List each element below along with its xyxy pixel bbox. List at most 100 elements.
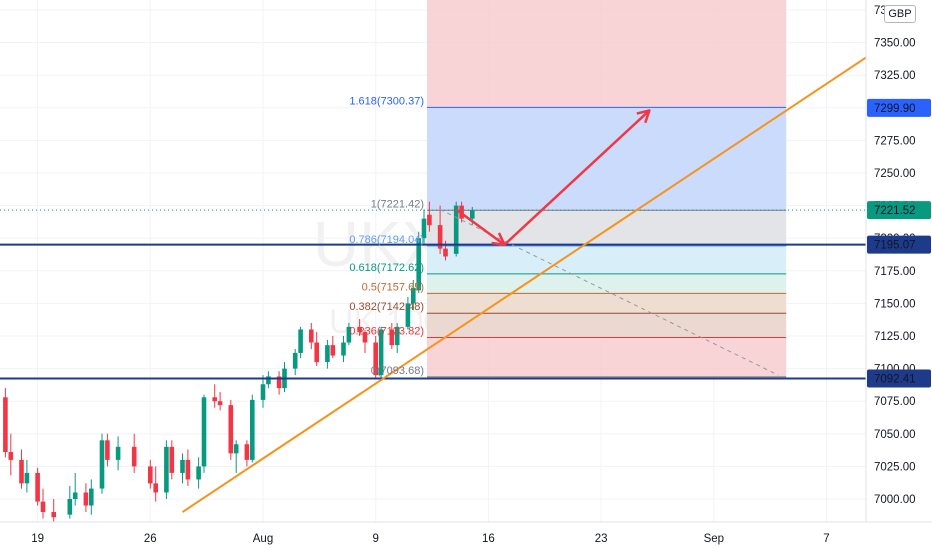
fib-zone [427,0,787,378]
candle [196,457,201,489]
y-tick-label: 7150.00 [874,298,916,310]
fib-label: 0.786(7194.04) [349,234,424,246]
candle-body [115,446,121,460]
candle-body [437,225,443,249]
fib-label: 0(7093.68) [371,365,424,377]
projection-dashed-line [439,209,779,376]
candle-body [362,332,368,343]
candle [8,433,14,476]
candle [292,349,298,376]
zone-1618-band [427,107,787,211]
candle-body [325,345,330,363]
candle [405,296,411,330]
candle-body [292,352,298,369]
y-tick-label: 7025.00 [874,461,916,473]
arrow-shaft [503,109,651,246]
y-tick-label: 7175.00 [874,266,916,278]
candle-body [394,326,400,346]
candle [169,440,175,480]
y-tick-label: 7050.00 [874,429,916,441]
candle-body [3,397,8,453]
candle-body [180,459,185,473]
candle-body [153,483,158,493]
candle-body [83,492,89,506]
candle-body [164,446,169,493]
fib-label: 1.618(7300.37) [349,95,424,107]
candle-body [470,210,475,219]
candle [325,339,330,369]
y-tick-label: 7000.00 [874,494,916,506]
arrow-shaft [455,208,506,246]
candle [389,322,395,350]
y-tick-label: 7325.00 [874,70,916,82]
candle-body [8,452,14,460]
candle [180,453,185,484]
price-labels: 7299.90 7221.52 7195.07 7092.41 [867,98,931,388]
price-label: 7299.90 [867,98,931,117]
price-label-text: 7299.90 [874,103,916,115]
candle-body [276,376,282,389]
candle [357,319,362,336]
trendline [181,50,876,513]
candle [19,449,24,489]
candle [3,388,8,458]
candle [330,336,336,359]
candle [341,336,346,363]
candle-body [314,342,319,363]
arrow [503,109,651,246]
candle [437,205,443,254]
y-tick-label: 7125.00 [874,331,916,343]
candle-body [378,329,384,376]
zone-382-band [427,293,787,314]
price-label-box [867,235,931,254]
price-label-box [867,201,931,220]
candle [260,375,266,408]
candle-body [266,376,271,385]
candle [346,322,352,346]
currency-badge[interactable]: GBP [884,5,916,23]
candle [233,440,239,473]
candle-body [244,444,250,460]
y-tick-label: 7075.00 [874,396,916,408]
candle [282,362,287,393]
x-tick-label: 26 [144,533,157,545]
candle [244,440,250,467]
price-axis-background [866,0,932,550]
candle-body [67,499,73,515]
candle [421,209,427,245]
price-label-text: 7195.07 [874,240,916,252]
candle-body [346,326,352,343]
candle-body [201,397,207,467]
candle [309,322,314,350]
zone-236-band [427,313,787,338]
candle [99,433,105,494]
candle-body [24,472,30,484]
candle [201,394,207,473]
candle [83,483,89,513]
candle-body [212,397,217,402]
candle [394,322,400,353]
time-axis-background [0,522,866,550]
candles [3,201,475,523]
candle-body [105,440,110,460]
y-tick-label: 7250.00 [874,168,916,180]
candle [105,433,110,467]
candle-body [217,401,223,406]
candle [51,499,56,523]
candle [131,433,137,473]
candle-body [298,329,303,353]
y-tick-label: 7350.00 [874,38,916,50]
x-tick-label: 23 [595,533,608,545]
candle-body [416,238,421,291]
price-label-box [867,369,931,388]
candle [217,392,223,411]
price-label-text: 7092.41 [874,373,916,385]
candle [373,336,378,380]
candle [416,231,421,293]
candle-body [72,492,78,499]
candle [148,459,153,489]
candle-body [89,488,94,506]
candle [314,332,319,366]
fib-labels: 1.618(7300.37) 1(7221.42) 0.786(7194.04) 0.… [349,95,424,377]
